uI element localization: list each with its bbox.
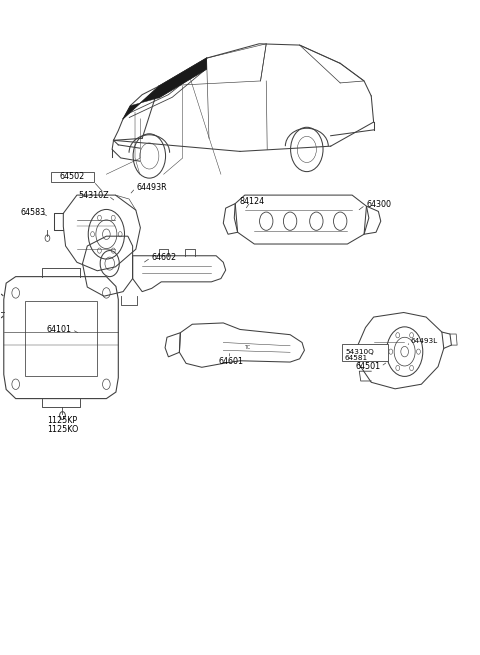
Text: 84124: 84124 (240, 197, 265, 206)
FancyBboxPatch shape (342, 345, 388, 362)
Text: 64300: 64300 (366, 200, 392, 210)
Text: 64101: 64101 (47, 325, 72, 334)
Text: 54310Q: 54310Q (345, 348, 374, 354)
FancyBboxPatch shape (51, 172, 94, 182)
Text: 64581: 64581 (345, 355, 368, 361)
Text: 1125KO: 1125KO (47, 425, 78, 434)
Text: 64502: 64502 (60, 172, 85, 181)
Text: 54310Z: 54310Z (79, 191, 109, 200)
Text: 64493R: 64493R (136, 183, 167, 193)
Text: 64583: 64583 (21, 208, 46, 217)
Polygon shape (123, 58, 206, 119)
Text: 64501: 64501 (356, 362, 381, 371)
Text: 64602: 64602 (152, 253, 177, 262)
Text: 64493L: 64493L (411, 338, 438, 344)
Text: TC: TC (244, 345, 250, 350)
Text: 64601: 64601 (218, 357, 243, 366)
Text: 1125KP: 1125KP (47, 417, 77, 425)
